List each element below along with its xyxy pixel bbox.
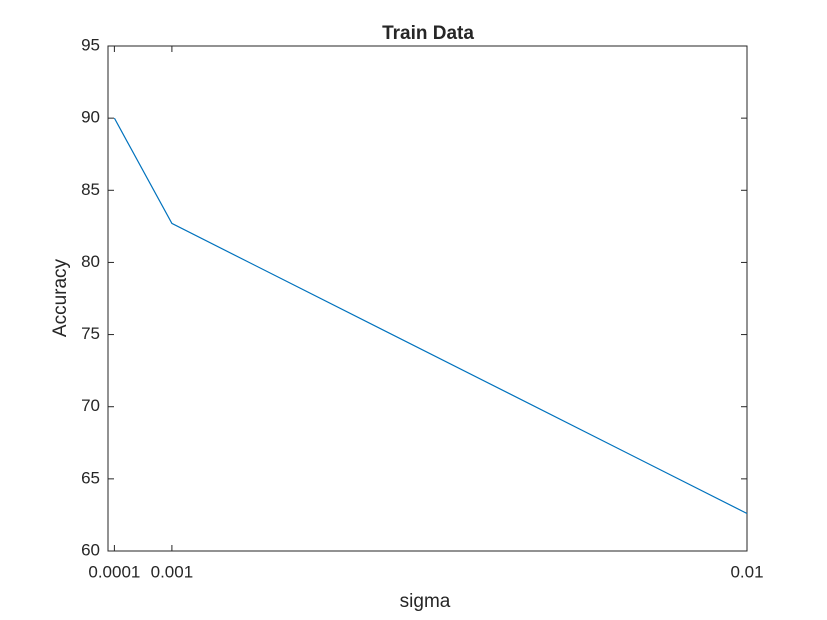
x-tick-label: 0.0001 bbox=[88, 562, 140, 581]
x-axis-label: sigma bbox=[400, 591, 451, 612]
y-tick-label: 80 bbox=[81, 252, 100, 271]
x-tick-label: 0.01 bbox=[730, 562, 763, 581]
y-tick-label: 85 bbox=[81, 180, 100, 199]
y-tick-label: 95 bbox=[81, 35, 100, 54]
y-tick-label: 60 bbox=[81, 540, 100, 559]
chart-title: Train Data bbox=[382, 23, 474, 44]
y-axis-label: Accuracy bbox=[50, 258, 71, 337]
plot-frame bbox=[107, 45, 748, 552]
data-line bbox=[113, 117, 748, 515]
x-tick-label: 0.001 bbox=[151, 562, 194, 581]
y-tick-label: 90 bbox=[81, 108, 100, 127]
y-tick-label: 65 bbox=[81, 468, 100, 487]
y-tick-label: 70 bbox=[81, 396, 100, 415]
y-tick-label: 75 bbox=[81, 324, 100, 343]
